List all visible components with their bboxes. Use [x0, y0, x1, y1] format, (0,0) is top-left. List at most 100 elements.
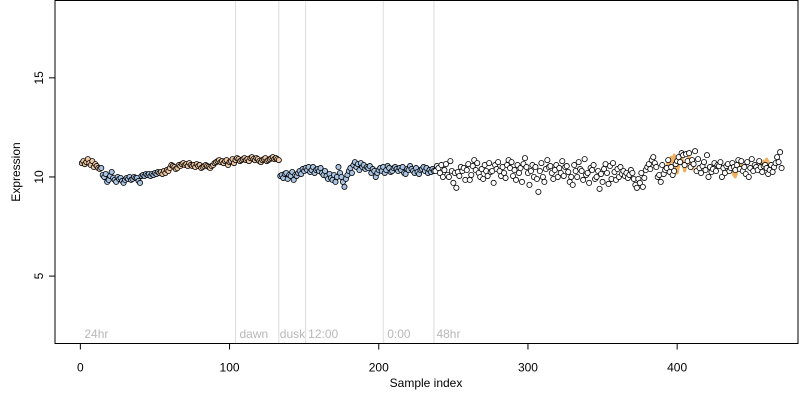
data-point	[98, 165, 105, 172]
data-point	[638, 169, 645, 176]
data-point	[484, 172, 491, 179]
x-tick-label: 400	[667, 361, 687, 375]
data-point	[778, 165, 785, 172]
data-point	[686, 150, 693, 157]
data-point	[692, 148, 699, 155]
x-axis-label: Sample index	[390, 376, 463, 390]
data-point	[335, 164, 342, 171]
data-point	[538, 160, 545, 167]
data-points	[78, 148, 785, 195]
data-point	[453, 184, 460, 191]
y-tick-label: 15	[32, 71, 46, 85]
data-point	[575, 159, 582, 166]
data-point	[617, 164, 624, 171]
data-point	[744, 159, 751, 166]
data-point	[598, 170, 605, 177]
data-point	[535, 188, 542, 195]
data-point	[541, 178, 548, 185]
data-point	[584, 169, 591, 176]
data-point	[671, 168, 678, 175]
plot-box	[54, 0, 799, 344]
y-tick-label: 5	[32, 272, 46, 279]
data-point	[586, 179, 593, 186]
data-point	[463, 167, 470, 174]
data-point	[518, 178, 525, 185]
data-point	[580, 176, 587, 183]
x-tick-label: 100	[220, 361, 240, 375]
region-label: dawn	[240, 327, 269, 341]
x-tick-label: 300	[518, 361, 538, 375]
data-point	[495, 159, 502, 166]
data-point	[741, 164, 748, 171]
data-point	[705, 173, 712, 180]
data-point	[565, 168, 572, 175]
data-point	[521, 155, 528, 162]
data-point	[599, 178, 606, 185]
data-point	[702, 167, 709, 174]
data-point	[563, 163, 570, 170]
data-point	[511, 167, 518, 174]
x-axis: 0 100 200 300 400	[77, 343, 687, 375]
data-point	[665, 157, 672, 164]
region-labels: 24hr dawn dusk 12:00 0:00 48hr	[84, 327, 460, 341]
data-point	[605, 180, 612, 187]
data-point	[510, 172, 517, 179]
data-point	[341, 183, 348, 190]
data-point	[717, 159, 724, 166]
data-point	[596, 185, 603, 192]
x-tick-label: 0	[77, 361, 84, 375]
data-point	[108, 168, 115, 175]
data-point	[137, 179, 144, 186]
data-point	[466, 176, 473, 183]
data-point	[486, 160, 493, 167]
data-point	[547, 163, 554, 170]
data-point	[332, 178, 339, 185]
data-point	[653, 164, 660, 171]
data-point	[578, 168, 585, 175]
data-point	[769, 168, 776, 175]
data-point	[533, 175, 540, 182]
data-point	[703, 152, 710, 159]
data-point	[745, 173, 752, 180]
data-point	[777, 149, 784, 156]
data-point	[469, 163, 476, 170]
data-point	[275, 157, 282, 164]
data-point	[657, 178, 664, 185]
data-point	[513, 176, 520, 183]
data-point	[447, 158, 454, 165]
data-point	[650, 154, 657, 161]
region-label: 24hr	[84, 327, 108, 341]
data-point	[490, 179, 497, 186]
data-point	[468, 171, 475, 178]
data-point	[690, 161, 697, 168]
data-point	[738, 158, 745, 165]
region-label: 0:00	[387, 327, 411, 341]
data-point	[695, 156, 702, 163]
data-point	[539, 173, 546, 180]
data-point	[536, 168, 543, 175]
data-point	[759, 168, 766, 175]
region-label: dusk	[280, 327, 306, 341]
data-point	[532, 164, 539, 171]
data-point	[474, 160, 481, 167]
data-point	[701, 159, 708, 166]
data-point	[774, 154, 781, 161]
data-point	[436, 169, 443, 176]
data-point	[554, 173, 561, 180]
data-point	[647, 166, 654, 173]
data-point	[641, 174, 648, 181]
data-point	[508, 159, 515, 166]
y-axis: 5 10 15	[32, 71, 55, 279]
data-point	[456, 172, 463, 179]
data-point	[636, 179, 643, 186]
data-point	[571, 162, 578, 169]
data-point	[668, 164, 675, 171]
data-point	[523, 164, 530, 171]
x-tick-label: 200	[369, 361, 389, 375]
data-point	[348, 169, 355, 176]
region-label: 12:00	[308, 327, 338, 341]
data-point	[639, 183, 646, 190]
data-point	[526, 181, 533, 188]
region-label: 48hr	[436, 327, 460, 341]
